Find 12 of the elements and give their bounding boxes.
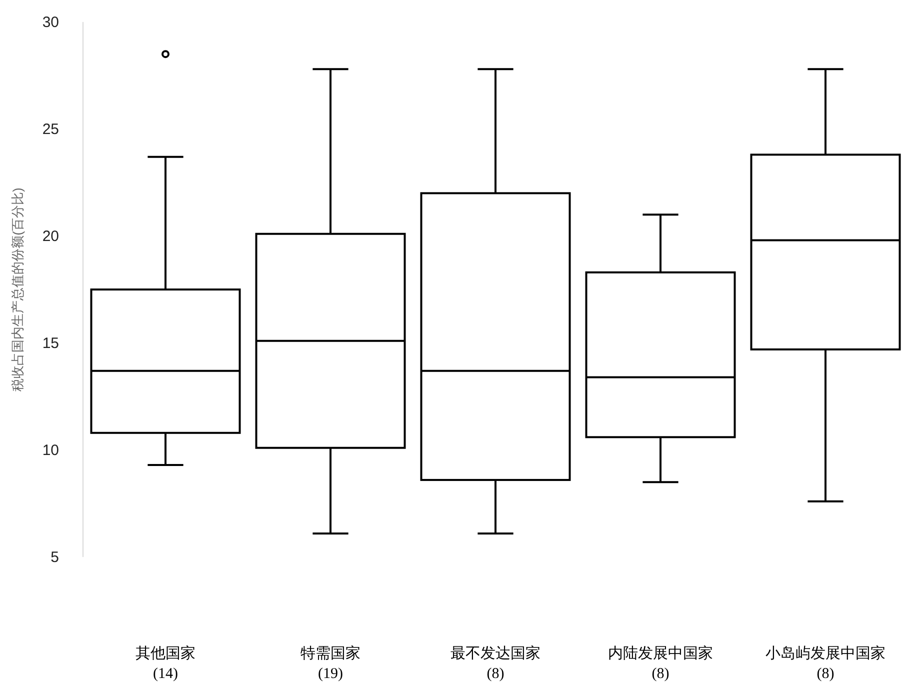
y-tick-label: 30 xyxy=(42,14,59,31)
y-tick-label: 20 xyxy=(42,228,59,245)
x-tick-label: 小岛屿发展中国家 (8) xyxy=(766,645,886,682)
y-tick-label: 25 xyxy=(42,121,59,138)
x-tick-label: 特需国家 (19) xyxy=(300,645,360,682)
y-tick-label: 15 xyxy=(42,335,59,352)
x-tick-label: 其他国家 (14) xyxy=(136,645,196,682)
y-tick-label: 10 xyxy=(42,442,59,459)
x-tick-label: 最不发达国家 (8) xyxy=(450,645,540,682)
y-axis-title: 税收占国内生产总值的份额(百分比) xyxy=(10,188,25,392)
y-tick-label: 5 xyxy=(50,549,59,566)
x-tick-label: 内陆发展中国家 (8) xyxy=(608,645,713,682)
